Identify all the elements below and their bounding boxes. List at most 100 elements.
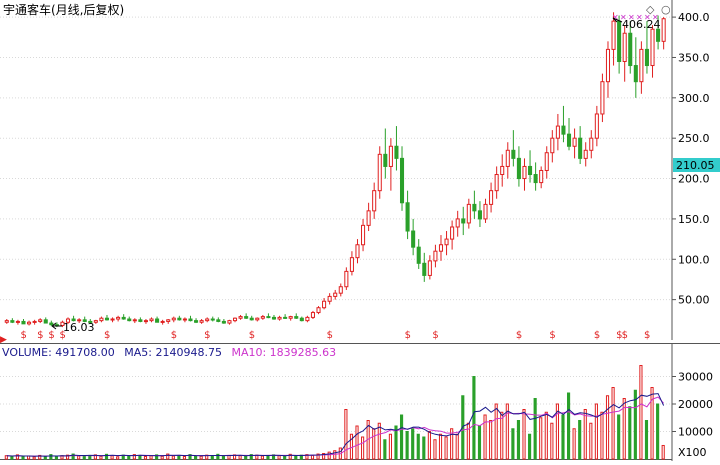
candle-up bbox=[500, 165, 505, 176]
candle-up bbox=[322, 300, 327, 309]
candle-up bbox=[238, 316, 243, 319]
volume-bar-down bbox=[617, 414, 621, 460]
volume-bar-up bbox=[433, 439, 437, 460]
volume-bar-up bbox=[38, 454, 42, 460]
candle-down bbox=[49, 322, 54, 326]
volume-bar-up bbox=[444, 436, 448, 460]
candle-down bbox=[10, 320, 15, 323]
volume-bar-down bbox=[533, 398, 537, 460]
candle-up bbox=[361, 224, 366, 246]
candle-up bbox=[77, 319, 82, 322]
dividend-marker-icon[interactable]: $ bbox=[59, 330, 65, 341]
volume-bar-down bbox=[528, 433, 532, 460]
volume-bar-down bbox=[54, 456, 58, 460]
dividend-marker-icon[interactable]: $ bbox=[516, 330, 522, 341]
volume-bar-down bbox=[177, 454, 181, 460]
volume-bar-up bbox=[455, 433, 459, 460]
candle-up bbox=[600, 81, 605, 115]
dividend-marker-icon[interactable]: $ bbox=[104, 330, 110, 341]
candle-up bbox=[539, 169, 544, 184]
volume-tick-label: 20000 bbox=[678, 398, 713, 411]
candle-down bbox=[383, 153, 388, 167]
candle-down bbox=[511, 149, 516, 159]
dividend-marker-icon[interactable]: $ bbox=[327, 330, 333, 341]
volume-bar-down bbox=[416, 433, 420, 460]
candle-down bbox=[477, 210, 482, 220]
candle-up bbox=[171, 317, 176, 321]
volume-tick-label: 10000 bbox=[678, 426, 713, 439]
volume-bar-up bbox=[605, 395, 610, 460]
volume-bar-up bbox=[450, 428, 454, 460]
ma5-value-label: MA5: 2140948.75 bbox=[124, 346, 222, 359]
candle-down bbox=[121, 316, 126, 320]
candle-up bbox=[489, 190, 494, 205]
candle-up bbox=[160, 320, 165, 323]
volume-bar-down bbox=[21, 456, 25, 460]
volume-bar-down bbox=[188, 454, 192, 460]
dividend-marker-icon[interactable]: $ bbox=[616, 330, 622, 341]
candle-down bbox=[561, 125, 566, 135]
candle-down bbox=[533, 174, 538, 184]
left-scroll-marker-icon[interactable]: ▶ bbox=[0, 335, 7, 345]
candle-up bbox=[483, 203, 488, 220]
volume-bar-up bbox=[505, 403, 509, 460]
volume-tick-label: 30000 bbox=[678, 371, 713, 384]
volume-bar-down bbox=[244, 455, 248, 460]
volume-bar-up bbox=[316, 453, 320, 460]
volume-bar-up bbox=[372, 428, 376, 460]
dividend-marker-icon[interactable]: $ bbox=[405, 330, 411, 341]
volume-bar-up bbox=[32, 456, 36, 460]
volume-bar-up bbox=[650, 387, 654, 460]
candle-up bbox=[27, 321, 32, 325]
ma10-value-label: MA10: 1839285.63 bbox=[231, 346, 336, 359]
candle-down bbox=[82, 319, 87, 322]
candle-up bbox=[166, 319, 171, 322]
dividend-marker-icon[interactable]: $ bbox=[171, 330, 177, 341]
low-annotation: 16.03 bbox=[51, 321, 95, 334]
volume-bar-up bbox=[4, 455, 8, 460]
volume-bar-down bbox=[411, 428, 415, 460]
volume-bar-up bbox=[544, 411, 548, 460]
candle-down bbox=[633, 65, 638, 83]
volume-value-label: VOLUME: 491708.00 bbox=[2, 346, 115, 359]
candle-up bbox=[260, 316, 265, 319]
diamond-icon[interactable]: ◇ bbox=[646, 3, 655, 16]
dividend-marker-icon[interactable]: $ bbox=[249, 330, 255, 341]
volume-ma-lines bbox=[6, 393, 665, 457]
volume-bar-up bbox=[355, 425, 359, 460]
volume-bar-up bbox=[132, 454, 136, 460]
candle-down bbox=[628, 32, 633, 67]
dividend-marker-icon[interactable]: $ bbox=[37, 330, 43, 341]
circle-icon[interactable]: ○ bbox=[661, 3, 671, 16]
candle-up bbox=[4, 320, 9, 323]
dividend-marker-icon[interactable]: $ bbox=[48, 330, 54, 341]
dividend-marker-icon[interactable]: $ bbox=[432, 330, 438, 341]
dividend-marker-icon[interactable]: $ bbox=[204, 330, 210, 341]
candle-down bbox=[411, 230, 416, 248]
candle-down bbox=[294, 316, 299, 319]
candle-up bbox=[366, 210, 371, 226]
candle-up bbox=[65, 318, 71, 323]
dividend-marker-icon[interactable]: $ bbox=[549, 330, 555, 341]
volume-bar-up bbox=[15, 454, 20, 460]
dividend-marker-icon[interactable]: $ bbox=[622, 330, 628, 341]
candle-up bbox=[255, 317, 260, 321]
candle-up bbox=[377, 153, 382, 192]
dividend-marker-icon[interactable]: $ bbox=[20, 330, 26, 341]
dividend-marker-icon[interactable]: $ bbox=[644, 330, 650, 341]
peak-marker-icon: ✕ bbox=[612, 13, 619, 22]
event-markers: $ $ $ $ $ $ $ $ $ $ $ $ $ $ $ $ $✕ ✕ ✕ ✕ ✕ ✕ bbox=[20, 13, 658, 341]
volume-bar-up bbox=[438, 433, 443, 460]
ma5-line bbox=[6, 393, 665, 457]
candle-down bbox=[155, 318, 160, 323]
dividend-marker-icon[interactable]: $ bbox=[594, 330, 600, 341]
volume-bar-up bbox=[93, 454, 97, 460]
candle-down bbox=[177, 317, 182, 321]
candle-up bbox=[199, 320, 204, 323]
price-grid bbox=[0, 16, 672, 301]
volume-bar-down bbox=[516, 420, 521, 460]
candle-down bbox=[416, 246, 421, 264]
candlestick-series bbox=[4, 12, 666, 328]
